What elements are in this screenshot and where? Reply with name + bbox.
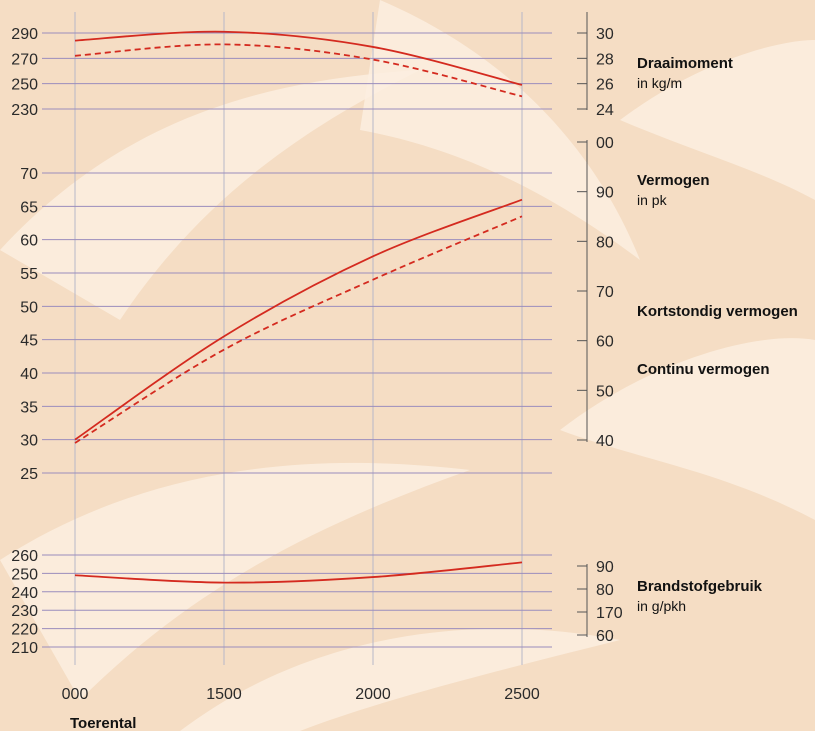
y-tick-label: 240 <box>11 585 38 602</box>
x-tick-label: 2000 <box>355 686 391 703</box>
labels: 290 270 250 230 30 28 26 24 70 65 60 55 50 45 40 35 30 25… <box>11 26 798 731</box>
fuel-title: Brandstofgebruik <box>637 578 763 595</box>
curves <box>74 30 523 584</box>
y-tick-label: 45 <box>20 333 38 350</box>
y-tick-label: 230 <box>11 102 38 119</box>
right-tick-label: 00 <box>596 135 614 152</box>
watermark-swoosh-0 <box>0 70 420 320</box>
x-tick-label: 2500 <box>504 686 540 703</box>
y-tick-label: 230 <box>11 603 38 620</box>
y-tick-label: 65 <box>20 199 38 216</box>
watermark-swoosh-3 <box>560 338 815 520</box>
x-tick-label: 1500 <box>206 686 242 703</box>
right-tick-label: 90 <box>596 559 614 576</box>
right-tick-label: 80 <box>596 582 614 599</box>
x-axis-title: Toerental <box>70 715 136 731</box>
y-tick-label: 270 <box>11 51 38 68</box>
right-tick-label: 60 <box>596 334 614 351</box>
y-tick-label: 55 <box>20 266 38 283</box>
right-tick-label: 30 <box>596 26 614 43</box>
y-tick-label: 40 <box>20 366 38 383</box>
torque-subtitle: in kg/m <box>637 75 682 91</box>
power-title: Vermogen <box>637 172 710 189</box>
y-tick-label: 35 <box>20 399 38 416</box>
right-tick-label: 40 <box>596 433 614 450</box>
right-tick-label: 50 <box>596 383 614 400</box>
fuel-subtitle: in g/pkh <box>637 598 686 614</box>
fuel-series-solid <box>74 561 523 584</box>
watermark-swoosh-2 <box>0 462 470 700</box>
watermark-swoosh-1 <box>360 0 640 260</box>
power-series-dashed <box>74 215 523 444</box>
right-tick-label: 60 <box>596 628 614 645</box>
y-tick-label: 290 <box>11 26 38 43</box>
y-tick-label: 25 <box>20 466 38 483</box>
right-tick-label: 90 <box>596 185 614 202</box>
right-tick-label: 80 <box>596 234 614 251</box>
torque-title: Draaimoment <box>637 55 733 72</box>
power-series-solid <box>74 198 523 441</box>
y-tick-label: 250 <box>11 566 38 583</box>
y-tick-label: 30 <box>20 433 38 450</box>
right-tick-label: 26 <box>596 77 614 94</box>
y-tick-label: 70 <box>20 166 38 183</box>
y-tick-label: 210 <box>11 640 38 657</box>
y-tick-label: 220 <box>11 622 38 639</box>
y-tick-label: 250 <box>11 77 38 94</box>
right-tick-label: 28 <box>596 51 614 68</box>
torque-series-dashed <box>74 43 523 98</box>
y-tick-label: 60 <box>20 233 38 250</box>
watermark-swoosh-5 <box>620 40 815 200</box>
right-tick-label: 170 <box>596 605 623 622</box>
right-tick-label: 24 <box>596 102 614 119</box>
x-tick-label: 000 <box>62 686 89 703</box>
power-subtitle: in pk <box>637 192 668 208</box>
y-tick-label: 260 <box>11 548 38 565</box>
grid <box>42 12 588 665</box>
power-legend-label: Continu vermogen <box>637 361 770 378</box>
y-tick-label: 50 <box>20 299 38 316</box>
right-tick-label: 70 <box>596 284 614 301</box>
torque-series-solid <box>74 30 523 86</box>
power-legend-label: Kortstondig vermogen <box>637 303 798 320</box>
watermark-swoosh-4 <box>180 628 620 731</box>
